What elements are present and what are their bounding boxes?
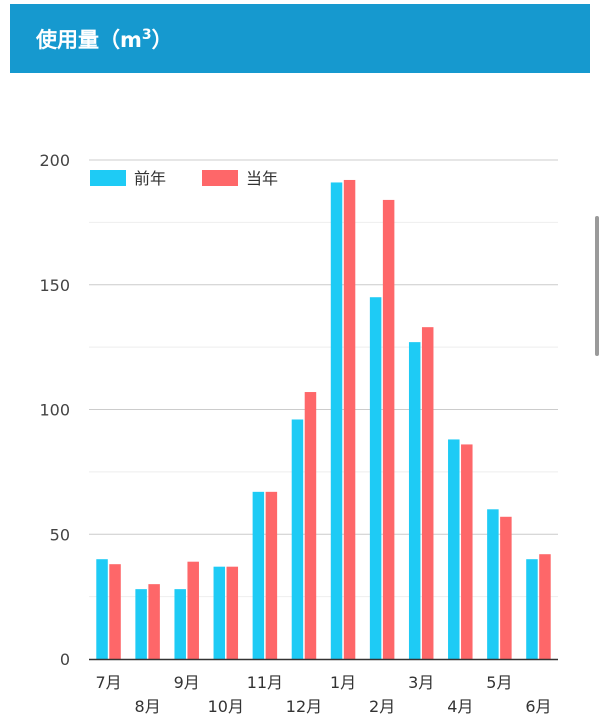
bar-current-year <box>500 516 512 659</box>
x-tick-label: 3月 <box>408 673 434 692</box>
y-tick-label: 150 <box>39 276 70 295</box>
bar-current-year <box>382 199 395 660</box>
y-tick-label: 100 <box>39 401 70 420</box>
bar-current-year <box>265 491 278 659</box>
bar-current-year <box>226 566 239 659</box>
bar-current-year <box>187 561 199 659</box>
bar-current-year <box>109 564 121 659</box>
x-tick-label: 9月 <box>174 673 200 692</box>
bar-previous-year <box>369 297 382 659</box>
x-tick-label: 5月 <box>486 673 512 692</box>
bar-previous-year <box>526 559 538 659</box>
scrollbar[interactable] <box>595 216 599 356</box>
y-tick-label: 0 <box>60 650 70 669</box>
bar-previous-year <box>135 589 147 659</box>
bar-previous-year <box>291 419 304 659</box>
bar-previous-year <box>448 439 460 659</box>
y-tick-label: 50 <box>50 525 70 544</box>
x-tick-label: 4月 <box>447 697 473 716</box>
legend-label: 前年 <box>134 169 166 188</box>
legend-swatch <box>202 170 238 186</box>
bar-previous-year <box>96 559 108 659</box>
bar-previous-year <box>408 342 421 659</box>
bar-current-year <box>304 392 317 659</box>
legend-label: 当年 <box>246 169 278 188</box>
bar-current-year <box>343 179 356 659</box>
bar-current-year <box>461 444 473 659</box>
chart-title: 使用量（m3） <box>36 26 173 52</box>
bar-current-year <box>421 327 434 659</box>
x-tick-label: 2月 <box>369 697 395 716</box>
x-tick-label: 1月 <box>330 673 356 692</box>
chart-area: 0 50 100 150 200 7月 8月 9月 10月 11月 12月 1月 2月 3月 4月 5月 6月 前… <box>0 80 600 721</box>
x-tick-label: 8月 <box>135 697 161 716</box>
bar-previous-year <box>487 509 499 659</box>
bar-previous-year <box>174 589 186 659</box>
legend-swatch <box>90 170 126 186</box>
x-tick-label: 12月 <box>286 697 322 716</box>
x-tick-label: 10月 <box>208 697 244 716</box>
bar-current-year <box>148 584 160 659</box>
x-tick-label: 7月 <box>95 673 121 692</box>
chart-header: 使用量（m3） <box>10 4 590 73</box>
bar-previous-year <box>213 566 226 659</box>
x-tick-label: 11月 <box>247 673 283 692</box>
y-tick-label: 200 <box>39 151 70 170</box>
x-tick-label: 6月 <box>525 697 551 716</box>
bar-previous-year <box>330 182 343 659</box>
bar-previous-year <box>252 491 265 659</box>
bar-current-year <box>539 554 551 659</box>
